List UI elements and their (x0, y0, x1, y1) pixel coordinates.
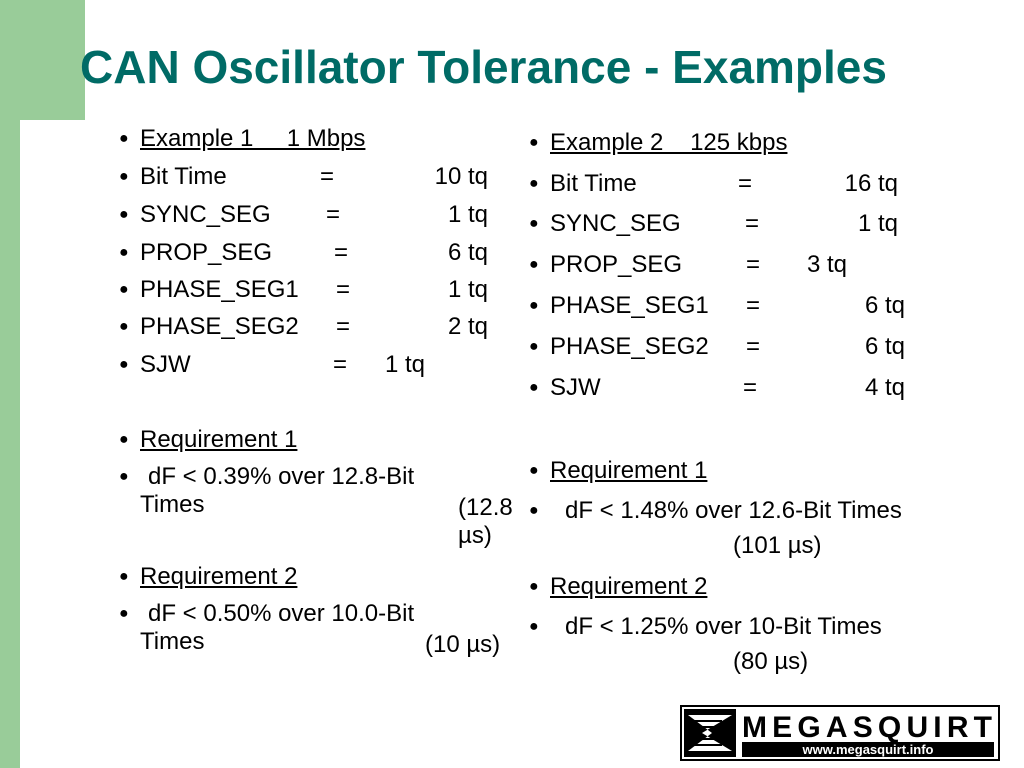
row-value: 3 tq (806, 251, 847, 278)
row-label: SJW (140, 351, 191, 378)
row-value: 10 tq (434, 163, 488, 190)
bullet: ● (119, 605, 129, 622)
bullet: ● (119, 168, 129, 185)
row-label: PHASE_SEG1 (140, 276, 299, 303)
row-sign: = (333, 351, 348, 378)
requirement-text: dF < 1.48% over 12.6-Bit Times (565, 497, 902, 524)
requirement-note: (10 µs) (425, 631, 501, 658)
row-value: 6 tq (864, 333, 905, 360)
requirement-heading: Requirement 2 (140, 563, 298, 590)
row-label: Bit Time (140, 163, 227, 190)
row-sign: = (336, 276, 351, 303)
logo-stripes (692, 720, 722, 746)
requirement-note: (12.8 µs) (458, 494, 513, 549)
row-label: PROP_SEG (550, 251, 683, 278)
bullet: ● (529, 338, 539, 355)
bullet: ● (529, 134, 539, 151)
side-bar (0, 0, 20, 768)
row-value: 4 tq (864, 374, 905, 401)
row-sign: = (743, 374, 758, 401)
row-label: PHASE_SEG2 (140, 313, 299, 340)
requirement-heading: Requirement 2 (550, 573, 708, 600)
row-value: 1 tq (447, 201, 488, 228)
bullet: ● (529, 618, 539, 635)
row-sign: = (745, 210, 760, 237)
row-label: PHASE_SEG2 (550, 333, 709, 360)
example-heading: Example 2 125 kbps (550, 129, 788, 156)
row-label: PROP_SEG (140, 239, 273, 266)
logo-graphic: MEGASQUIRT www.megasquirt.info (684, 709, 994, 757)
bullet: ● (529, 578, 539, 595)
bullet: ● (119, 431, 129, 448)
bullet: ● (119, 318, 129, 335)
requirement-note: (80 µs) (733, 648, 809, 675)
bullet: ● (119, 281, 129, 298)
requirement-text: dF < 1.25% over 10-Bit Times (565, 613, 882, 640)
logo-url-band (742, 742, 994, 757)
logo-text: MEGASQUIRT (742, 711, 992, 744)
bullet: ● (529, 256, 539, 273)
row-label: SYNC_SEG (550, 210, 681, 237)
row-sign: = (326, 201, 341, 228)
row-sign: = (336, 313, 351, 340)
bullet: ● (119, 244, 129, 261)
bullet: ● (529, 462, 539, 479)
requirement-heading: Requirement 1 (140, 426, 298, 453)
row-sign: = (334, 239, 349, 266)
row-sign: = (738, 170, 753, 197)
row-label: SJW (550, 374, 601, 401)
row-value: 2 tq (447, 313, 488, 340)
bullet: ● (529, 297, 539, 314)
row-value: 6 tq (447, 239, 488, 266)
row-sign: = (746, 251, 761, 278)
row-value: 1 tq (447, 276, 488, 303)
bullet: ● (119, 468, 129, 485)
bullet: ● (119, 356, 129, 373)
row-label: Bit Time (550, 170, 637, 197)
bullet: ● (529, 502, 539, 519)
bullet: ● (119, 130, 129, 147)
logo-url: www.megasquirt.info (802, 742, 934, 757)
bullet: ● (119, 206, 129, 223)
corner-block (0, 0, 85, 120)
row-sign: = (746, 292, 761, 319)
logo-mark (688, 715, 732, 751)
bullet: ● (529, 379, 539, 396)
bullet: ● (119, 568, 129, 585)
requirement-heading: Requirement 1 (550, 457, 708, 484)
row-sign: = (746, 333, 761, 360)
logo: MEGASQUIRT www.megasquirt.info (680, 705, 1000, 761)
requirement-note: (101 µs) (733, 532, 822, 559)
bullet: ● (529, 175, 539, 192)
row-value: 1 tq (384, 351, 425, 378)
row-label: PHASE_SEG1 (550, 292, 709, 319)
row-value: 6 tq (864, 292, 905, 319)
requirement-text: dF < 0.39% over 12.8-Bit Times (140, 463, 415, 518)
row-sign: = (320, 163, 335, 190)
row-value: 1 tq (857, 210, 898, 237)
row-label: SYNC_SEG (140, 201, 271, 228)
example-heading: Example 1 1 Mbps (140, 125, 366, 152)
requirement-text: dF < 0.50% over 10.0-Bit Times (140, 600, 415, 655)
row-value: 16 tq (844, 170, 898, 197)
slide-title: CAN Oscillator Tolerance - Examples (80, 41, 887, 93)
bullet: ● (529, 215, 539, 232)
